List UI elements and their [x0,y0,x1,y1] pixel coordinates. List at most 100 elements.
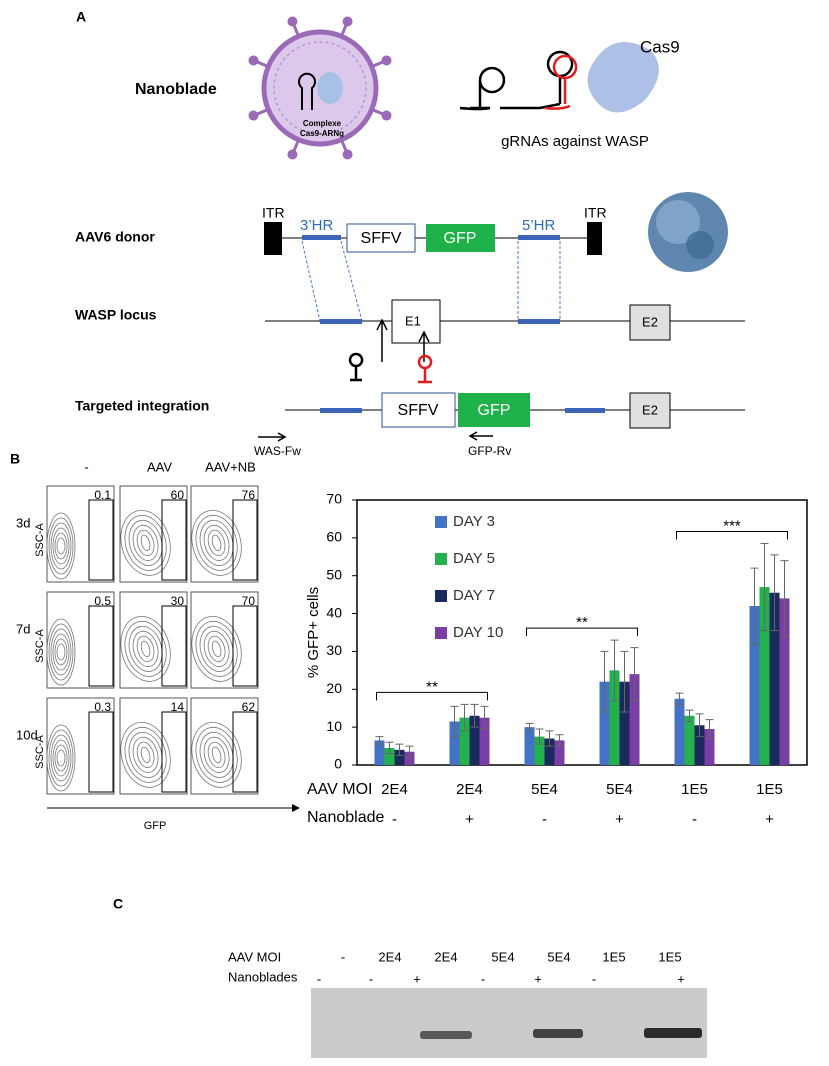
error-bar [780,560,789,637]
bar [459,717,470,765]
bar [404,751,415,765]
legend-label: DAY 5 [453,550,495,567]
legend-swatch [435,553,447,565]
gate [232,499,258,581]
gel-labels: -2E4 2E4 5E4 5E4 1E5 1E5- - + - + - + [317,949,685,986]
bar [674,698,685,765]
error-bar [695,713,704,738]
bar [394,749,405,765]
bar [599,681,610,765]
lane-label: 5E4 [491,949,514,964]
contour [140,746,151,764]
contour [50,628,72,676]
contour [132,524,159,561]
gfp-label: GFP [478,402,511,419]
contour [54,638,68,666]
row-label: Nanoblades [228,969,298,984]
contour [199,731,234,778]
lane-label: 1E5 [602,949,625,964]
error-bar [685,709,694,722]
lane-label: - [317,971,321,986]
y-axis-label: SSC-A [34,735,46,769]
grna-icon [417,354,433,384]
grna-icon [544,54,578,110]
contour [191,616,242,682]
lane-label: + [534,971,542,986]
grna-icon [348,352,364,382]
complex-label: Cas9-ARNg [300,129,344,138]
bar [384,747,395,765]
error-bar [375,736,384,745]
homology-line [301,240,561,322]
primer-arrow [468,431,493,441]
y-tick-label: 60 [326,529,342,545]
contour [136,529,155,557]
x-tick-label: + [765,811,774,828]
y-axis-label: SSC-A [34,629,46,663]
x-axis-label: GFP [144,820,167,832]
error-bar [770,554,779,632]
contour [132,630,159,667]
error-bar [470,703,479,728]
y-tick-label: 0 [334,756,342,772]
contour [56,537,66,555]
spike-tip [342,16,353,27]
contour [207,741,226,769]
bar [374,740,385,765]
contour [124,726,167,783]
contour [191,510,242,576]
complex-label: Complexe [303,119,342,128]
plot-frame [356,499,808,766]
bar [749,606,760,765]
gate-value: 0.3 [94,700,111,714]
contour [46,512,76,580]
contour [211,640,222,658]
contour [203,736,230,773]
error-bar [535,728,544,745]
contour [132,736,159,773]
contour [140,640,151,658]
x-tick-label: 5E4 [531,781,558,798]
gate-value: 0.5 [94,594,111,608]
contour [46,724,76,792]
itr-label: ITR [584,205,607,221]
gate-value: 76 [242,488,256,502]
column-label: AAV+NB [205,459,256,474]
contour [46,618,76,686]
y-tick-label: 40 [326,604,342,620]
row-label: WASP locus [75,307,157,323]
sffv-box [381,392,456,428]
grna-label: gRNAs against WASP [501,133,649,150]
contour [211,746,222,764]
row-label: 7d [16,621,30,636]
lane-label: + [413,971,421,986]
lane-label: - [592,971,596,986]
sffv-label: SFFV [398,402,439,419]
nanoblade-icon [248,16,392,160]
column-label: - [84,459,88,474]
contour [50,522,72,570]
cas9-label: Cas9 [640,37,680,56]
error-bar [385,741,394,755]
lane-label: + [677,971,685,986]
contour [120,722,171,788]
gate [88,711,114,793]
spike-tip [248,110,259,121]
spike-tip [381,110,392,121]
legend-label: DAY 7 [453,587,495,604]
gate [161,605,187,687]
contour [203,524,230,561]
x-tick-label: - [542,811,547,828]
contour [50,734,72,782]
contour [199,625,234,672]
significance-label: ** [426,678,438,695]
x-tick-label: + [465,811,474,828]
error-bar [450,705,459,738]
error-bar [620,650,629,713]
column-label: AAV [147,459,172,474]
error-bar [750,567,759,645]
gate [232,711,258,793]
shape [298,72,316,110]
bar [609,670,620,765]
bar [544,738,555,765]
